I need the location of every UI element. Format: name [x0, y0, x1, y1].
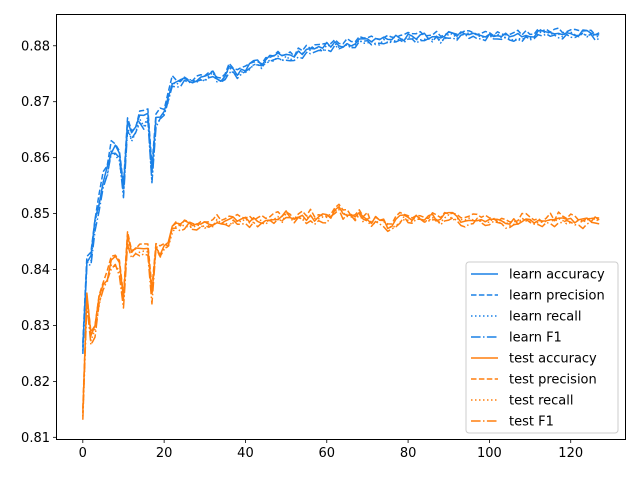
legend: learn accuracy learn precision learn recal… — [465, 261, 619, 434]
y-tick-label: 0.81 — [21, 431, 50, 446]
x-tick-label: 20 — [156, 446, 173, 461]
y-tick-label: 0.88 — [21, 39, 50, 54]
x-tick-label: 100 — [477, 446, 502, 461]
y-tick-label: 0.86 — [21, 151, 50, 166]
x-tick-label: 80 — [400, 446, 417, 461]
x-tick-label: 60 — [318, 446, 335, 461]
series-line-learn-f1 — [82, 32, 600, 354]
legend-label: test F1 — [509, 415, 554, 430]
legend-label: learn F1 — [509, 331, 562, 346]
x-tick-label: 120 — [558, 446, 583, 461]
legend-label: learn accuracy — [509, 268, 605, 283]
y-tick-label: 0.82 — [21, 375, 50, 390]
legend-label: test precision — [509, 373, 597, 388]
x-tick-label: 0 — [79, 446, 87, 461]
y-tick-label: 0.84 — [21, 263, 50, 278]
legend-frame — [465, 261, 619, 434]
series-line-test-f1 — [82, 208, 600, 420]
series-line-learn-recall — [82, 30, 600, 351]
legend-label: test recall — [509, 394, 574, 409]
series-line-learn-precision — [82, 27, 600, 343]
y-axis: 0.81 0.82 0.83 0.84 0.85 0.86 0.87 0.88 — [21, 39, 57, 446]
x-axis: 0 20 40 60 80 100 120 — [79, 439, 583, 461]
y-tick-label: 0.85 — [21, 207, 50, 222]
x-tick-label: 40 — [237, 446, 254, 461]
legend-label: learn precision — [509, 289, 605, 304]
y-tick-label: 0.87 — [21, 95, 50, 110]
y-tick-label: 0.83 — [21, 319, 50, 334]
series-layer — [82, 27, 600, 420]
plot-frame — [56, 14, 626, 440]
legend-label: test accuracy — [509, 352, 597, 367]
legend-label: learn recall — [509, 310, 581, 325]
